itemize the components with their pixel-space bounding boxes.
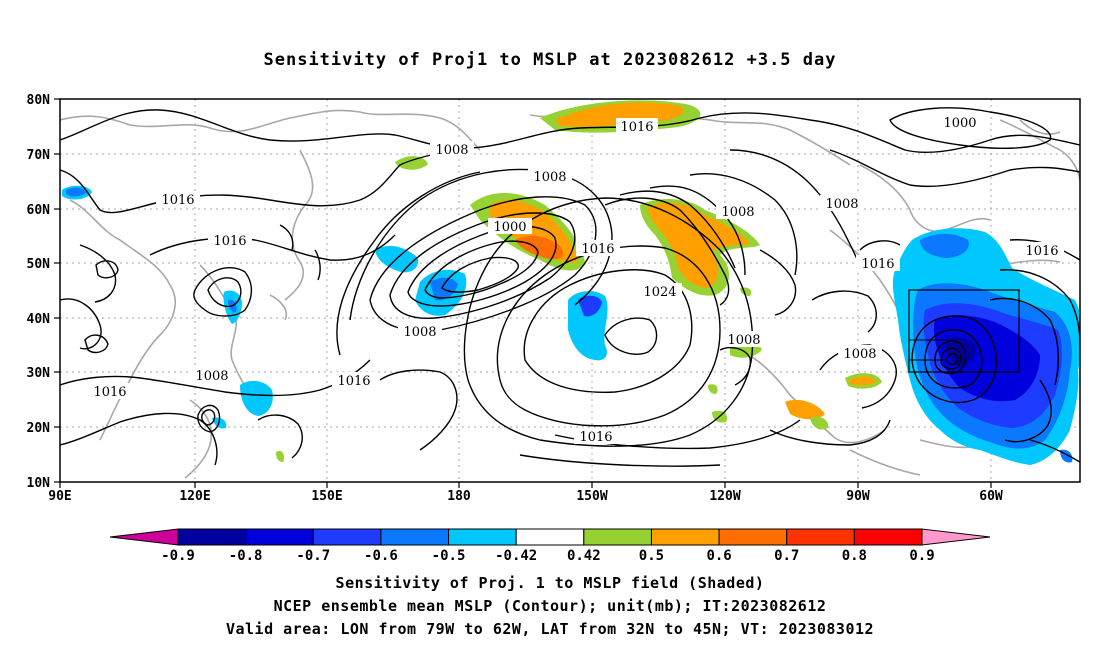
- contour-labels: 1016 1000 1008 1008 1016 1016 1000 1016 …: [88, 114, 1064, 445]
- contour-label: 1008: [727, 333, 760, 348]
- lon-label: 120E: [179, 489, 210, 504]
- colorbar: -0.9 -0.8 -0.7 -0.6 -0.5 -0.42 0.42 0.5 0.6 0.7 0.…: [109, 528, 991, 564]
- lon-label: 150W: [576, 489, 607, 504]
- lat-label: 70N: [27, 148, 51, 163]
- lat-label: 60N: [27, 203, 51, 218]
- colorbar-over-triangle: [921, 528, 991, 546]
- colorbar-label: -0.8: [229, 548, 263, 564]
- colorbar-segment: [380, 528, 450, 546]
- contour-label: 1016: [581, 242, 614, 257]
- colorbar-label: -0.9: [161, 548, 195, 564]
- caption-line-2: NCEP ensemble mean MSLP (Contour); unit(…: [273, 597, 827, 615]
- colorbar-segment: [312, 528, 382, 546]
- colorbar-segment: [245, 528, 314, 546]
- contour-label: 1008: [721, 205, 754, 220]
- colorbar-under-triangle: [109, 528, 179, 546]
- colorbar-label: -0.42: [495, 548, 537, 564]
- colorbar-segment: [853, 528, 923, 546]
- colorbar-segment: [786, 528, 855, 546]
- map-border: [59, 98, 1081, 483]
- lat-label: 50N: [27, 257, 51, 272]
- negative-sensitivity-shading: [62, 185, 1080, 465]
- lon-label: 60W: [979, 489, 1003, 504]
- contour-label: 1016: [579, 430, 612, 445]
- colorbar-label: -0.5: [432, 548, 466, 564]
- contour-label: 1016: [93, 385, 126, 400]
- lon-label: 90E: [48, 489, 71, 504]
- contour-label: 1008: [825, 197, 858, 212]
- lat-label: 80N: [27, 93, 51, 108]
- longitude-labels: 90E 120E 150E 180 150W 120W 90W 60W: [48, 489, 1003, 504]
- colorbar-segment: [583, 528, 652, 546]
- contour-label: 1008: [195, 369, 228, 384]
- contour-label: 1008: [843, 347, 876, 362]
- positive-sensitivity-shading: [276, 100, 882, 462]
- colorbar-label: 0.42: [567, 548, 601, 564]
- axis-ticks: [54, 98, 992, 488]
- lon-label: 90W: [846, 489, 870, 504]
- colorbar-segment: [718, 528, 788, 546]
- contour-label: 1008: [403, 325, 436, 340]
- lat-label: 20N: [27, 421, 51, 436]
- lat-label: 30N: [27, 366, 51, 381]
- contour-label: 1008: [533, 170, 566, 185]
- colorbar-segment: [448, 528, 517, 546]
- caption-line-1: Sensitivity of Proj. 1 to MSLP field (Sh…: [335, 574, 765, 592]
- lon-label: 150E: [311, 489, 342, 504]
- caption-line-3: Valid area: LON from 79W to 62W, LAT fro…: [225, 620, 875, 638]
- mslp-contours: [60, 107, 1080, 467]
- contour-label: 1000: [493, 220, 526, 235]
- colorbar-segment: [650, 528, 720, 546]
- contour-label: 1016: [213, 234, 246, 249]
- contour-label: 1016: [1025, 244, 1058, 259]
- colorbar-label: 0.8: [842, 548, 867, 564]
- colorbar-label: 0.7: [774, 548, 799, 564]
- colorbar-label: 0.9: [909, 548, 934, 564]
- contour-label: 1024: [643, 285, 676, 300]
- colorbar-label: 0.6: [706, 548, 731, 564]
- contour-label: 1000: [943, 116, 976, 131]
- colorbar-segment: [177, 528, 247, 546]
- contour-label: 1016: [337, 374, 370, 389]
- contour-label: 1016: [861, 257, 894, 272]
- colorbar-label: -0.7: [296, 548, 330, 564]
- latitude-labels: 80N 70N 60N 50N 40N 30N 20N 10N: [27, 93, 51, 491]
- contour-label: 1016: [620, 120, 653, 135]
- map-title: Sensitivity of Proj1 to MSLP at 20230826…: [263, 50, 837, 70]
- lat-label: 40N: [27, 312, 51, 327]
- colorbar-label: 0.5: [639, 548, 664, 564]
- lon-label: 120W: [709, 489, 740, 504]
- colorbar-segment: [515, 528, 585, 546]
- colorbar-label: -0.6: [364, 548, 398, 564]
- lon-label: 180: [447, 489, 471, 504]
- contour-label: 1008: [435, 143, 468, 158]
- lat-label: 10N: [27, 476, 51, 491]
- valid-area-box: [908, 289, 1020, 373]
- contour-label: 1016: [161, 193, 194, 208]
